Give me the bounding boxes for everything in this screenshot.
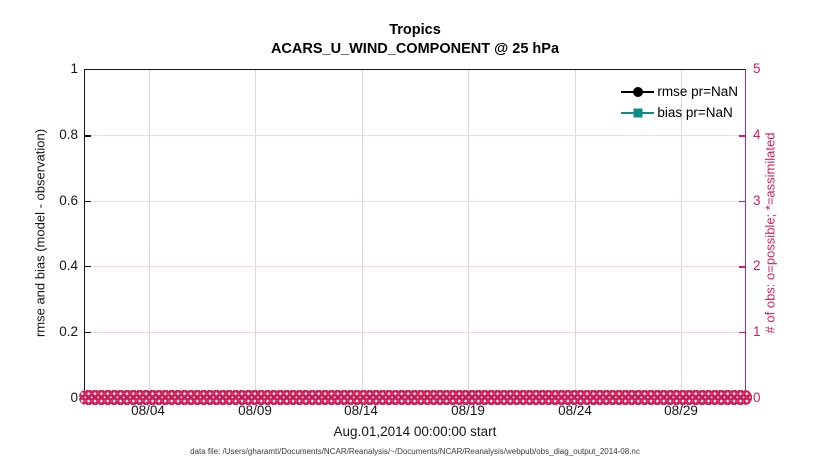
- legend: rmse pr=NaN bias pr=NaN: [621, 81, 738, 123]
- x-tick-label: 08/19: [451, 403, 485, 418]
- legend-swatch: [621, 86, 655, 97]
- title-block: Tropics ACARS_U_WIND_COMPONENT @ 25 hPa: [84, 21, 746, 59]
- right-tick-label: 1: [753, 324, 761, 339]
- x-tick-label: 08/09: [238, 403, 272, 418]
- right-axis-tick: [739, 200, 745, 203]
- plot-area: rmse pr=NaN bias pr=NaN: [79, 69, 752, 405]
- left-tick-label: 0.6: [59, 193, 78, 208]
- grid-hline: [85, 266, 745, 268]
- grid-vline: [574, 70, 576, 397]
- right-axis-tick: [739, 266, 745, 268]
- legend-entry-bias: bias pr=NaN: [621, 102, 738, 123]
- left-tick-label: 1: [70, 61, 78, 76]
- figure-subtitle: ACARS_U_WIND_COMPONENT @ 25 hPa: [270, 41, 560, 57]
- left-axis-tick: [85, 266, 91, 268]
- right-tick-label: 2: [753, 258, 761, 273]
- x-tick-label: 08/04: [131, 403, 165, 418]
- x-tick-label: 08/24: [558, 403, 592, 418]
- legend-entry-rmse: rmse pr=NaN: [621, 81, 738, 102]
- right-tick-label: 5: [753, 61, 761, 76]
- figure-title: Tropics: [389, 22, 441, 38]
- right-tick-label: 0: [753, 390, 761, 405]
- grid-hline: [85, 200, 745, 202]
- grid-vline: [255, 70, 257, 397]
- legend-label-rmse: rmse pr=NaN: [657, 84, 738, 99]
- grid-hline: [85, 331, 745, 333]
- grid-hline: [85, 135, 745, 137]
- right-axis-label: # of obs: o=possible; *=assimilated: [762, 132, 778, 334]
- left-tick-label: 0.8: [59, 127, 78, 142]
- x-tick-label: 08/29: [664, 403, 698, 418]
- left-axis-label: rmse and bias (model - observation): [32, 128, 48, 338]
- right-axis-tick: [739, 331, 745, 333]
- right-axis-tick: [739, 135, 745, 137]
- left-axis-tick: [85, 200, 91, 202]
- obs-count-marker-band: [79, 390, 752, 405]
- grid-vline: [681, 70, 683, 397]
- legend-label-bias: bias pr=NaN: [657, 105, 733, 120]
- left-axis-tick: [85, 135, 91, 137]
- legend-swatch: [621, 108, 655, 118]
- left-tick-label: 0.2: [59, 324, 78, 339]
- grid-vline: [361, 70, 363, 397]
- left-tick-label: 0.4: [59, 258, 78, 273]
- left-axis-tick: [85, 331, 91, 333]
- grid-vline: [468, 70, 470, 397]
- x-axis-label: Aug.01,2014 00:00:00 start: [333, 424, 497, 439]
- left-tick-label: 0: [70, 390, 78, 405]
- right-tick-label: 3: [753, 193, 761, 208]
- x-tick-label: 08/14: [344, 403, 378, 418]
- right-tick-label: 4: [753, 127, 761, 142]
- bias-square-marker-icon: [633, 108, 643, 117]
- rmse-circle-marker-icon: [632, 86, 643, 97]
- datafile-footer: data file: /Users/gharamti/Documents/NCA…: [190, 447, 640, 456]
- grid-vline: [148, 70, 150, 397]
